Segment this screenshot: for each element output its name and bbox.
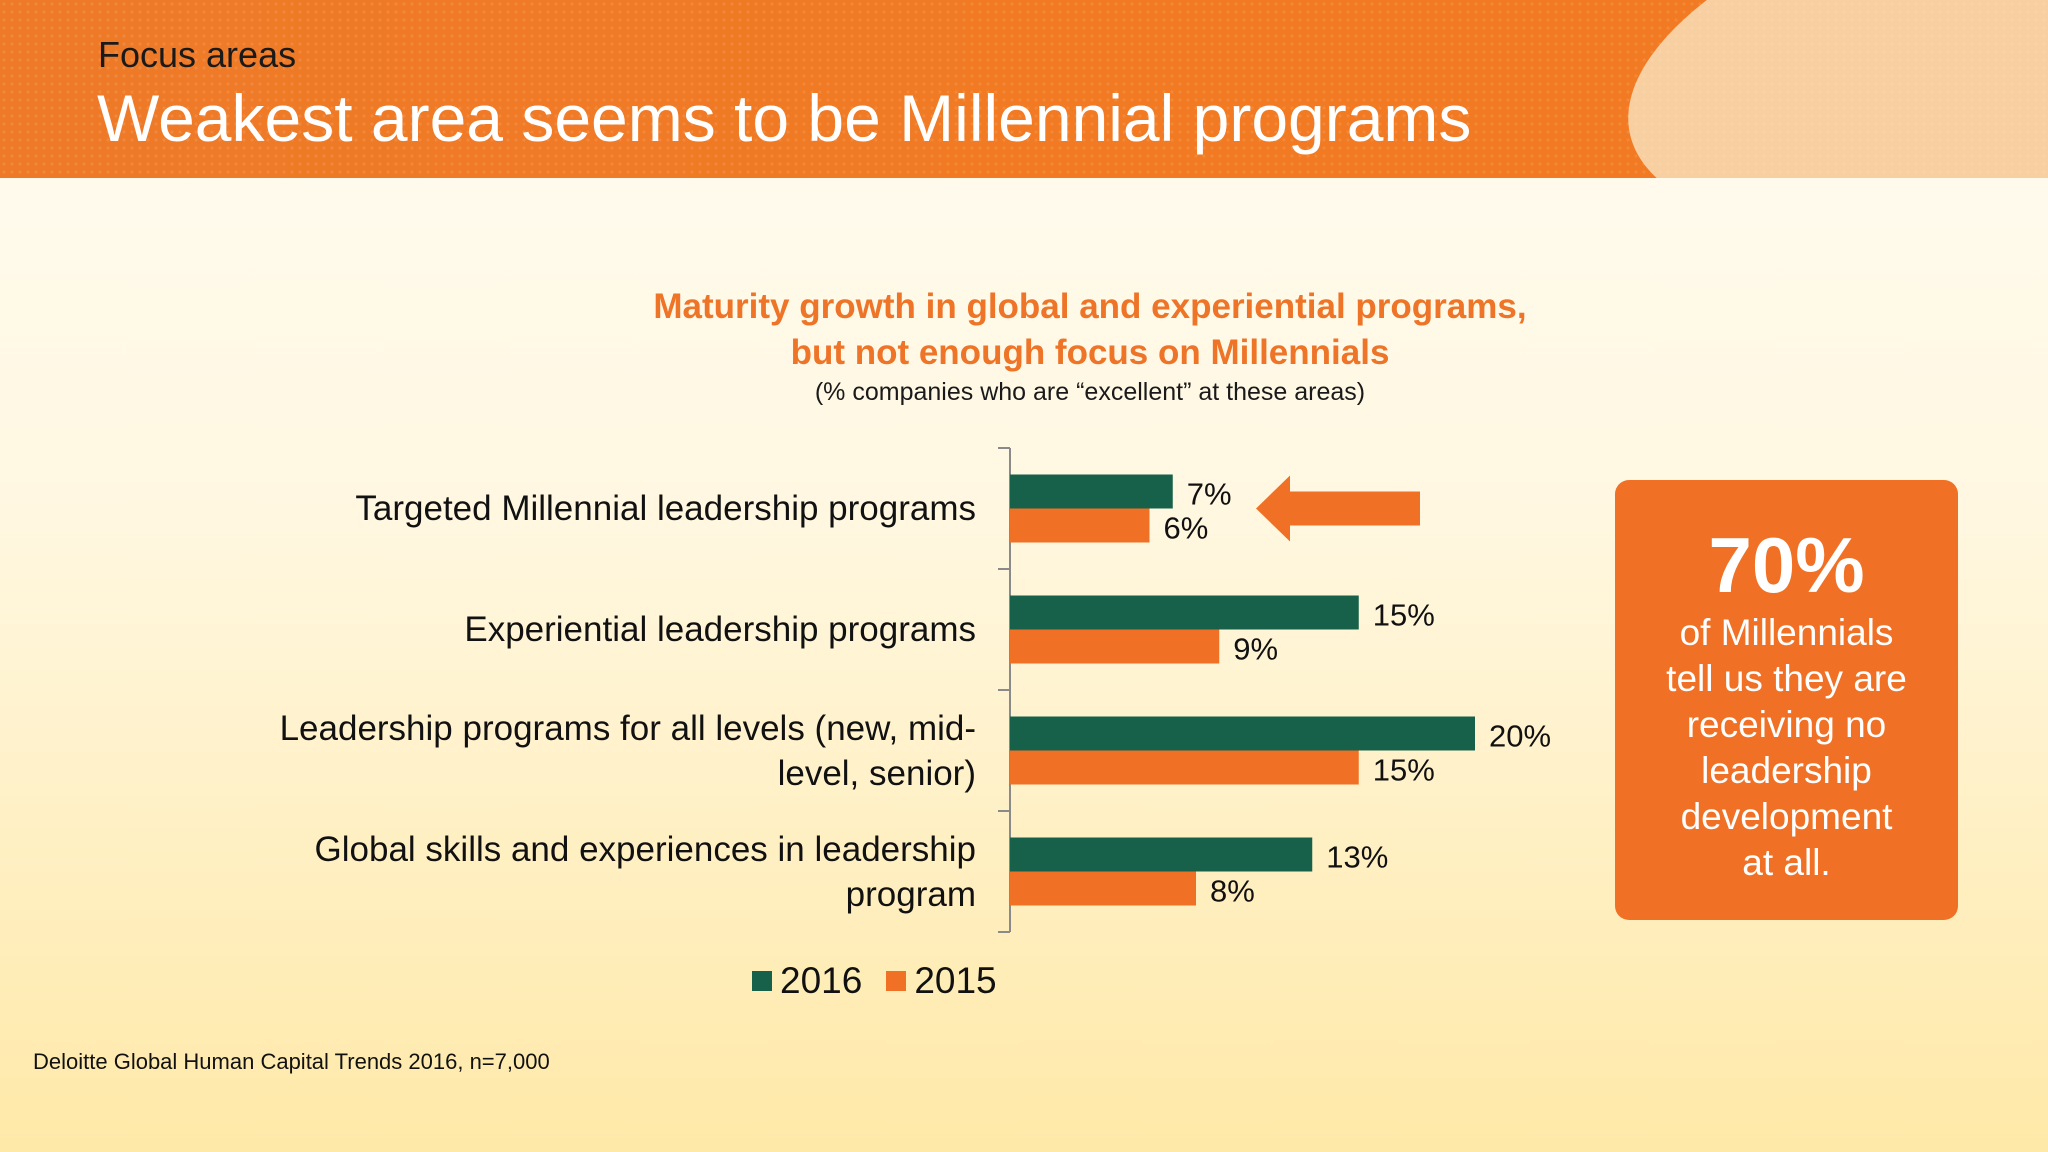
data-label-2016: 7% — [1187, 477, 1232, 512]
data-label-2015: 8% — [1210, 874, 1255, 909]
bar-2015 — [1010, 629, 1220, 664]
category-label-line: Leadership programs for all levels (new,… — [279, 708, 976, 748]
data-label-2016: 20% — [1489, 719, 1551, 754]
data-label-2016: 15% — [1373, 598, 1435, 633]
bar-2016 — [1010, 716, 1475, 751]
legend-item-2015: 2015 — [886, 960, 997, 1002]
data-label-2015: 15% — [1373, 753, 1435, 788]
legend-swatch-2015 — [886, 971, 907, 991]
category-label-line: Targeted Millennial leadership programs — [355, 489, 976, 528]
bar-2015 — [1010, 871, 1196, 906]
bar-2016 — [1010, 474, 1173, 509]
chart-legend: 2016 2015 — [752, 960, 1021, 1002]
category-label-line: Experiential leadership programs — [464, 610, 976, 649]
section-eyebrow: Focus areas — [98, 34, 297, 75]
callout-line: of Millennials — [1679, 612, 1894, 653]
legend-label-2016: 2016 — [780, 960, 863, 1001]
category-label-line: Global skills and experiences in leaders… — [314, 829, 976, 869]
data-label-2016: 13% — [1326, 840, 1388, 875]
callout-text: of Millennials tell us they are receivin… — [1615, 610, 1958, 886]
callout-line: development — [1680, 796, 1893, 837]
callout-line: tell us they are — [1666, 658, 1907, 699]
highlight-arrow-icon — [1256, 475, 1420, 542]
category-label: Global skills and experiences in leaders… — [315, 827, 976, 917]
source-footnote: Deloitte Global Human Capital Trends 201… — [33, 1049, 550, 1074]
chart-title-line-2: but not enough focus on Millennials — [790, 333, 1390, 372]
category-label: Leadership programs for all levels (new,… — [280, 706, 976, 796]
bar-2015 — [1010, 508, 1150, 543]
chart-title-line-1: Maturity growth in global and experienti… — [653, 287, 1527, 326]
bar-2016 — [1010, 837, 1313, 872]
banner-texture — [0, 0, 2048, 178]
callout-line: at all. — [1742, 842, 1831, 883]
legend-label-2015: 2015 — [914, 960, 997, 1001]
chart-subtitle: (% companies who are “excellent” at thes… — [814, 378, 1366, 406]
millennial-stat-callout: 70% of Millennials tell us they are rece… — [1615, 480, 1958, 920]
legend-swatch-2016 — [752, 971, 772, 991]
callout-line: leadership — [1701, 750, 1872, 791]
category-label-line: program — [845, 874, 976, 914]
legend-item-2016: 2016 — [752, 960, 862, 1002]
slide-headline: Weakest area seems to be Millennial prog… — [97, 81, 1472, 155]
category-label: Experiential leadership programs — [464, 607, 976, 652]
category-label-line: level, senior) — [777, 753, 976, 793]
callout-line: receiving no — [1686, 704, 1887, 745]
callout-stat: 70% — [1708, 521, 1865, 609]
bar-2015 — [1010, 750, 1359, 785]
data-label-2015: 9% — [1233, 632, 1278, 667]
category-label: Targeted Millennial leadership programs — [355, 486, 976, 531]
chart-title: Maturity growth in global and experienti… — [515, 284, 1665, 376]
data-label-2015: 6% — [1164, 511, 1209, 546]
header-banner: Focus areas Weakest area seems to be Mil… — [0, 0, 2048, 178]
bar-2016 — [1010, 595, 1359, 630]
